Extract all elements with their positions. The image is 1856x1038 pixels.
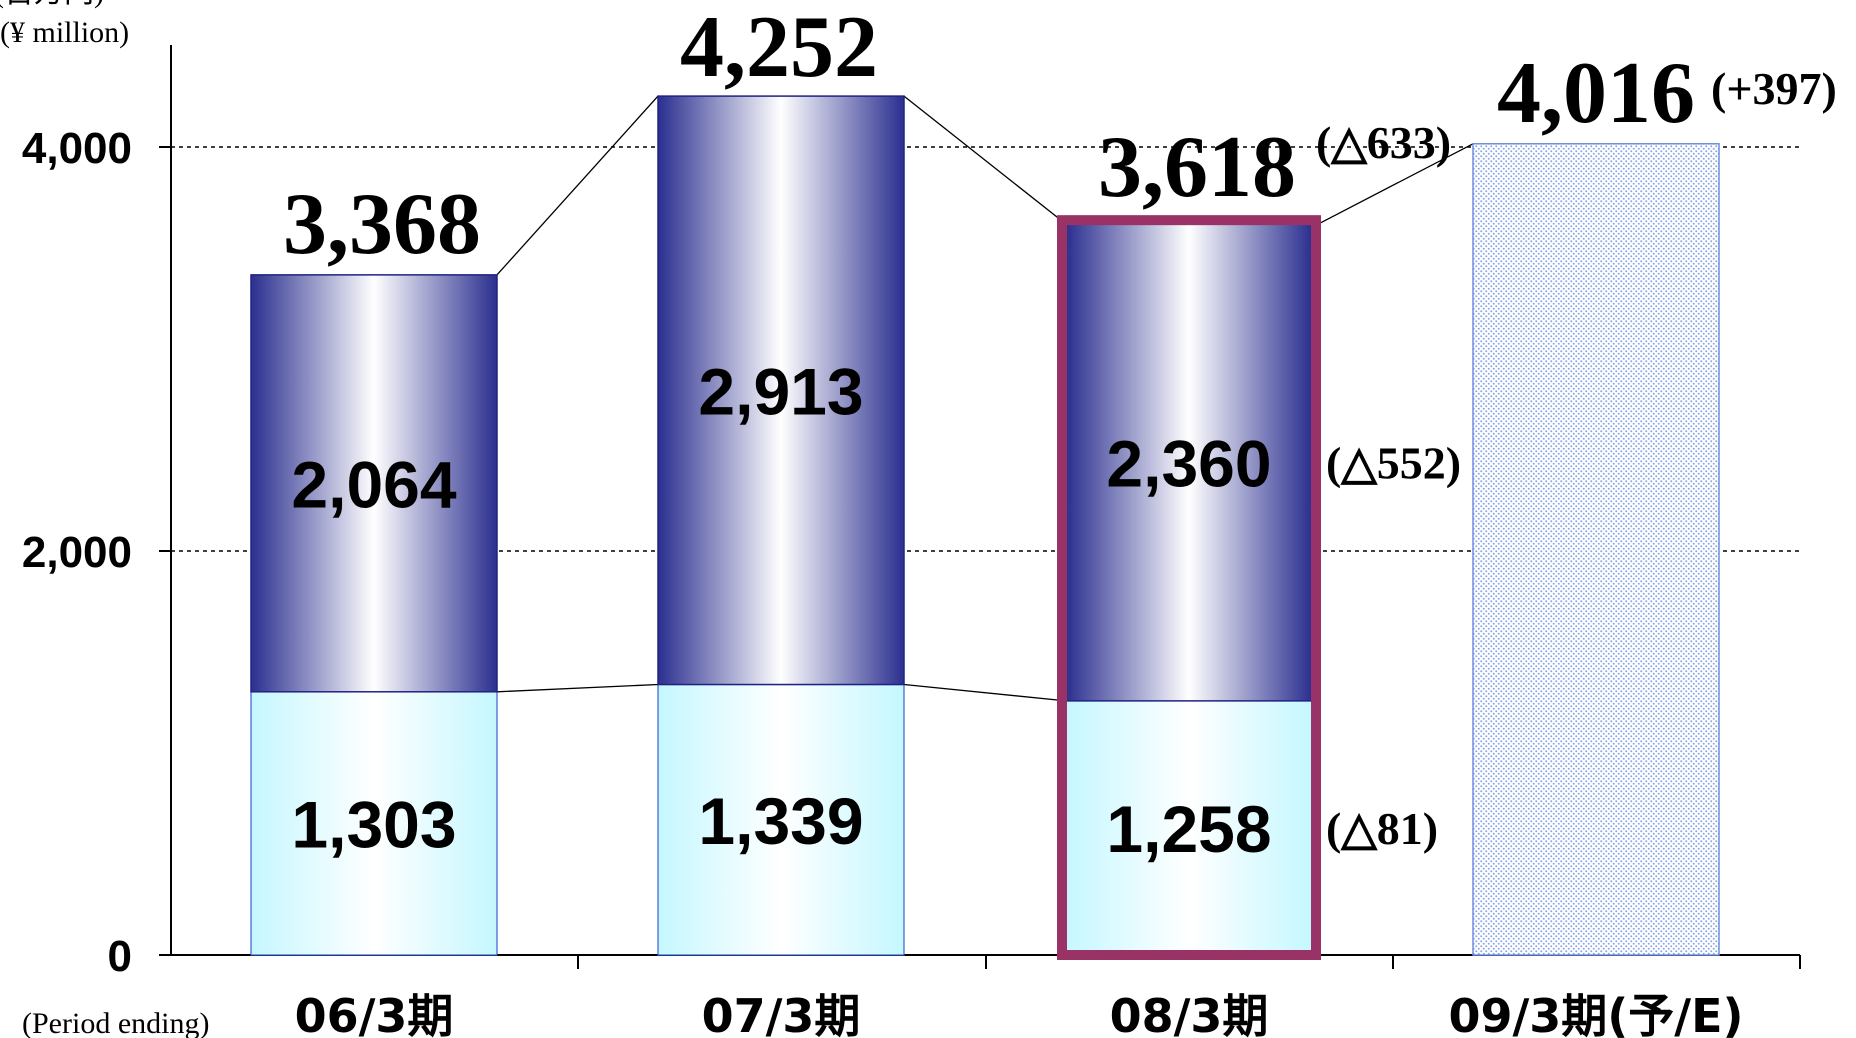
x-caption: (Period ending): [22, 1007, 209, 1038]
connector-lines: [496, 95, 1474, 702]
data-label-upper: 2,913: [698, 354, 863, 428]
bar-segment-lower: [1065, 700, 1313, 956]
data-label-lower: 1,303: [291, 787, 456, 861]
bar-segment-upper: [1065, 223, 1313, 702]
data-label-upper: 2,064: [291, 447, 456, 521]
connector-line: [496, 683, 659, 693]
connector-line: [1317, 143, 1474, 225]
total-label: 4,016: [1497, 45, 1695, 142]
data-labels: 1,303 2,064 1,339 2,913 1,258 2,360 3,368 4,252…: [283, 0, 1837, 1038]
data-label-upper: 2,360: [1106, 427, 1271, 501]
bar-segment-lower: [657, 683, 905, 956]
connector-line: [903, 683, 1067, 702]
y-unit-label: (¥ million): [0, 16, 129, 49]
connector-line: [496, 95, 659, 276]
delta-label-forecast: (+397): [1711, 63, 1837, 114]
y-tick-label: 2,000: [22, 528, 132, 577]
y-unit-jp: (百万円): [0, 0, 104, 9]
delta-label-upper: (△552): [1326, 438, 1461, 489]
y-tick-label: 0: [108, 932, 132, 981]
x-category-label: 06/3期: [295, 989, 454, 1038]
bar-forecast: [1472, 143, 1720, 956]
delta-label-lower: (△81): [1326, 803, 1438, 854]
total-label: 3,618: [1098, 119, 1296, 216]
bars: [250, 95, 1720, 960]
delta-label-total: (△633): [1316, 117, 1451, 168]
x-category-label: 08/3期: [1110, 989, 1269, 1038]
bar-segment-upper: [250, 274, 498, 693]
total-label: 4,252: [680, 0, 878, 96]
x-category-label: 07/3期: [702, 989, 861, 1038]
highlight-frame: [1057, 215, 1321, 960]
connector-line: [903, 95, 1067, 225]
data-label-lower: 1,258: [1106, 792, 1271, 866]
x-category-label: 09/3期(予/E): [1448, 989, 1743, 1038]
bar-segment-upper: [657, 95, 905, 686]
y-tick-label: 4,000: [22, 124, 132, 173]
total-label: 3,368: [283, 176, 481, 273]
data-label-lower: 1,339: [698, 784, 863, 858]
